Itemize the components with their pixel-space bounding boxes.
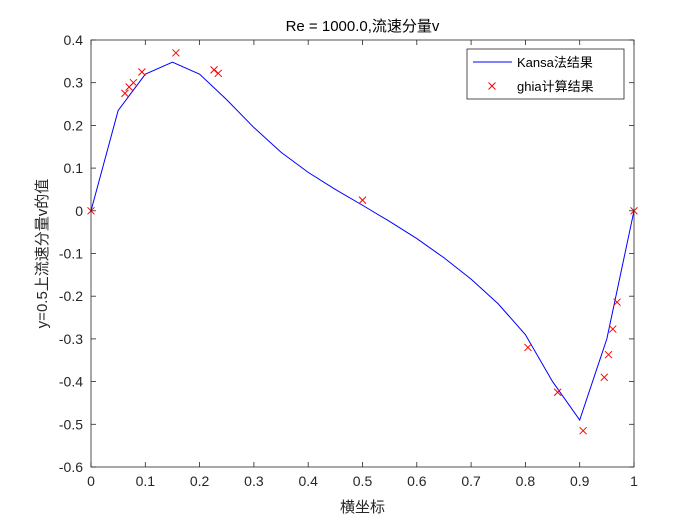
- ticks-layer: 0 0.1 0.2 0.3 0.4 0.5 0.6 0.7 0.8 0.9 1 -0.6 -0.5 -0.…: [59, 32, 638, 489]
- ghia-data-point: [210, 66, 218, 74]
- legend: Kansa法结果 ghia计算结果: [466, 48, 625, 100]
- x-axis-label: 横坐标: [340, 499, 385, 516]
- legend-label-ghia: ghia计算结果: [517, 79, 594, 94]
- x-tick-label: 0.5: [353, 473, 373, 489]
- x-tick-label: 0.1: [136, 473, 156, 489]
- x-tick-label: 0: [87, 473, 95, 489]
- ghia-data-point: [214, 69, 223, 78]
- ghia-data-point: [613, 298, 621, 307]
- x-tick-label: 0.6: [407, 473, 427, 489]
- legend-marker-x: [488, 82, 496, 90]
- ghia-data-point: [608, 325, 617, 333]
- y-tick-label: 0.3: [64, 75, 84, 91]
- y-tick-label: -0.4: [59, 374, 83, 390]
- legend-box: [466, 48, 625, 100]
- ghia-data-point: [121, 89, 129, 98]
- chart-title: Re = 1000.0,流速分量v: [286, 18, 440, 35]
- ghia-data-point: [138, 68, 146, 76]
- x-tick-label: 0.2: [190, 473, 210, 489]
- x-tick-label: 0.8: [516, 473, 536, 489]
- kansa-series-line: [90, 61, 635, 422]
- legend-marker-sample: [488, 82, 496, 90]
- x-tick-label: 0.4: [298, 473, 318, 489]
- y-tick-label: 0.4: [64, 32, 84, 48]
- ghia-data-point: [600, 373, 609, 382]
- y-tick-label: -0.1: [59, 246, 83, 262]
- ghia-data-point: [172, 48, 180, 57]
- ghia-data-point: [579, 426, 587, 435]
- plot-area: [91, 40, 634, 467]
- x-tick-label: 0.7: [461, 473, 481, 489]
- y-tick-label: 0.2: [64, 117, 84, 133]
- series-layer: [87, 48, 638, 435]
- y-tick-label: 0.1: [64, 160, 84, 176]
- y-tick-label: -0.2: [59, 288, 83, 304]
- ghia-data-point: [524, 343, 532, 352]
- y-tick-label: -0.6: [59, 459, 83, 475]
- ghia-data-point: [604, 350, 613, 359]
- y-axis-label: y=0.5上流速分量v的值: [34, 179, 51, 329]
- ghia-data-point: [553, 388, 562, 397]
- y-tick-label: -0.5: [59, 416, 83, 432]
- x-tick-label: 1: [630, 473, 638, 489]
- legend-label-kansa: Kansa法结果: [517, 55, 593, 70]
- x-tick-label: 0.3: [244, 473, 264, 489]
- ghia-data-point: [358, 196, 367, 204]
- ghia-data-point: [129, 78, 138, 87]
- y-tick-label: -0.3: [59, 331, 83, 347]
- y-tick-label: 0: [75, 203, 83, 219]
- x-tick-label: 0.9: [570, 473, 590, 489]
